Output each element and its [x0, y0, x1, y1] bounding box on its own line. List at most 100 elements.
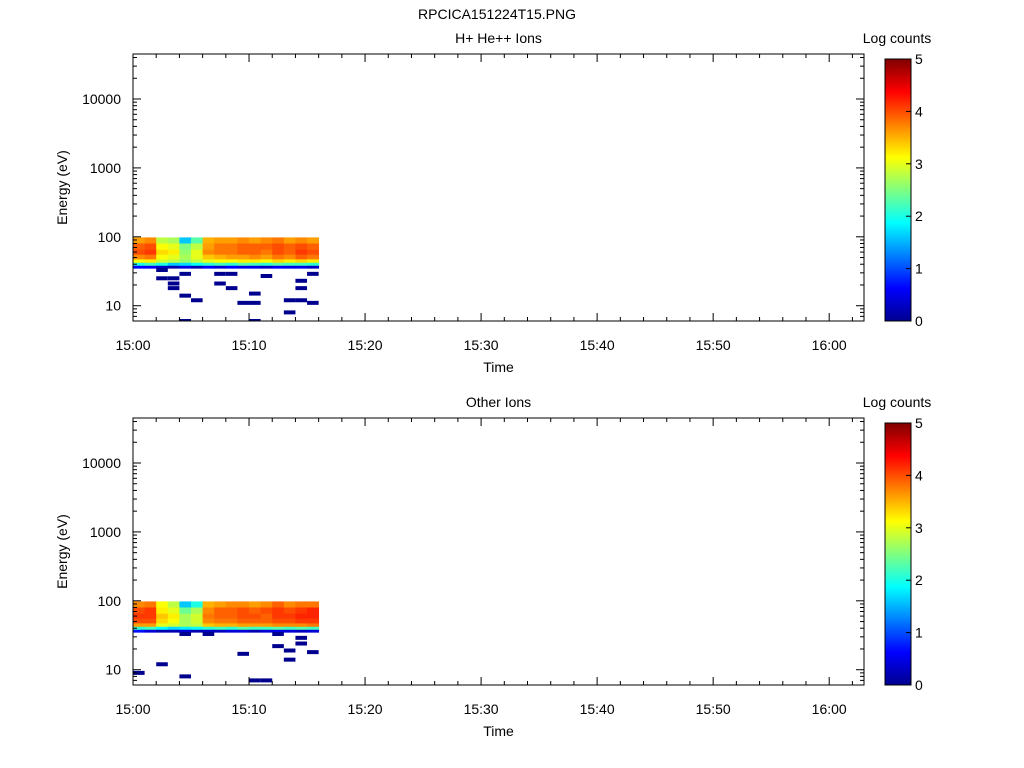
heatmap-cell — [167, 623, 180, 628]
heatmap-cell — [156, 249, 169, 256]
heatmap-cell — [272, 237, 285, 244]
heatmap-cell — [225, 265, 238, 269]
heatmap-cell — [191, 237, 204, 244]
heatmap-cell — [133, 623, 145, 628]
heatmap-cell — [295, 626, 308, 631]
heatmap-point — [283, 310, 296, 315]
heatmap-cell — [167, 265, 180, 269]
heatmap-cell — [179, 265, 192, 269]
heatmap-cell — [133, 607, 145, 615]
heatmap-cell — [295, 613, 308, 620]
heatmap-cell — [260, 607, 273, 615]
x-tick-label: 15:10 — [232, 701, 267, 717]
heatmap-cell — [225, 249, 238, 256]
heatmap-point — [307, 271, 319, 276]
heatmap-point — [249, 300, 261, 305]
heatmap-cell — [179, 629, 192, 633]
heatmap-cell — [237, 237, 250, 244]
heatmap-cell — [133, 613, 145, 620]
heatmap-cell — [144, 601, 157, 608]
y-tick-label: 100 — [98, 229, 122, 245]
y-tick-label: 100 — [98, 593, 122, 609]
heatmap-point — [260, 678, 273, 683]
x-tick-label: 15:30 — [464, 701, 499, 717]
heatmap-cell — [144, 254, 157, 260]
heatmap-cell — [191, 601, 204, 608]
heatmap-cell — [295, 607, 308, 615]
heatmap-cell — [156, 626, 169, 631]
heatmap-cell — [133, 259, 145, 264]
heatmap-cell — [237, 607, 250, 615]
heatmap-cell — [272, 613, 285, 620]
heatmap-cell — [133, 254, 145, 260]
heatmap-cell — [156, 265, 169, 269]
heatmap-cell — [283, 243, 296, 251]
heatmap-point — [202, 631, 215, 636]
heatmap-cell — [249, 618, 262, 624]
heatmap-cell — [260, 265, 273, 269]
heatmap-cell — [225, 243, 238, 251]
heatmap-cell — [237, 618, 250, 624]
heatmap-cell — [225, 259, 238, 264]
colorbar-tick-label: 3 — [915, 520, 923, 536]
heatmap-cell — [133, 237, 145, 244]
heatmap-cell — [133, 618, 145, 624]
heatmap-cell — [156, 618, 169, 624]
heatmap-cell — [133, 243, 145, 251]
heatmap-cell — [272, 623, 285, 628]
heatmap-cell — [283, 237, 296, 244]
heatmap-point — [295, 635, 308, 640]
colorbar-tick-label: 5 — [915, 51, 923, 67]
y-tick-label: 10000 — [82, 455, 121, 471]
heatmap-cell — [191, 618, 204, 624]
heatmap-cell — [225, 262, 238, 267]
x-tick-label: 15:30 — [464, 337, 499, 353]
heatmap-cell — [307, 613, 320, 620]
spectrogram-cells — [133, 601, 320, 683]
heatmap-cell — [191, 243, 204, 251]
heatmap-cell — [167, 629, 180, 633]
heatmap-cell — [283, 259, 296, 264]
heatmap-cell — [295, 623, 308, 628]
heatmap-point — [179, 674, 192, 679]
heatmap-cell — [144, 259, 157, 264]
colorbar — [884, 422, 912, 686]
chart-panel-other-ions: 15:00 15:10 15:20 15:30 15:40 15:50 16:0010100… — [54, 394, 931, 739]
heatmap-cell — [283, 626, 296, 631]
heatmap-cell — [237, 262, 250, 267]
colorbar-label: Log counts — [863, 30, 932, 46]
heatmap-cell — [214, 618, 227, 624]
x-tick-label: 15:20 — [348, 701, 383, 717]
heatmap-cell — [133, 601, 145, 608]
heatmap-point — [156, 276, 168, 281]
heatmap-cell — [156, 259, 169, 264]
chart-panel-ions-h-he: 15:00 15:10 15:20 15:30 15:40 15:50 16:0010100… — [54, 30, 931, 375]
colorbar-tick-label: 2 — [915, 572, 923, 588]
heatmap-cell — [156, 623, 169, 628]
heatmap-cell — [283, 249, 296, 256]
heatmap-cell — [167, 618, 180, 624]
heatmap-cell — [144, 607, 157, 615]
heatmap-point — [295, 286, 308, 291]
heatmap-cell — [272, 626, 285, 631]
heatmap-point — [156, 662, 168, 667]
heatmap-cell — [202, 629, 215, 633]
heatmap-cell — [225, 629, 238, 633]
heatmap-cell — [307, 254, 320, 260]
heatmap-cell — [179, 618, 192, 624]
heatmap-cell — [295, 243, 308, 251]
heatmap-point — [167, 286, 180, 291]
x-tick-label: 15:50 — [696, 701, 731, 717]
colorbar-tick-label: 1 — [915, 625, 923, 641]
heatmap-point — [283, 648, 296, 653]
heatmap-cell — [133, 626, 145, 631]
heatmap-cell — [225, 618, 238, 624]
heatmap-point — [179, 631, 192, 636]
heatmap-cell — [133, 629, 145, 633]
heatmap-point — [179, 293, 192, 298]
heatmap-cell — [144, 618, 157, 624]
heatmap-cell — [272, 254, 285, 260]
heatmap-cell — [144, 629, 157, 633]
heatmap-cell — [260, 249, 273, 256]
plot-frame — [132, 417, 865, 686]
